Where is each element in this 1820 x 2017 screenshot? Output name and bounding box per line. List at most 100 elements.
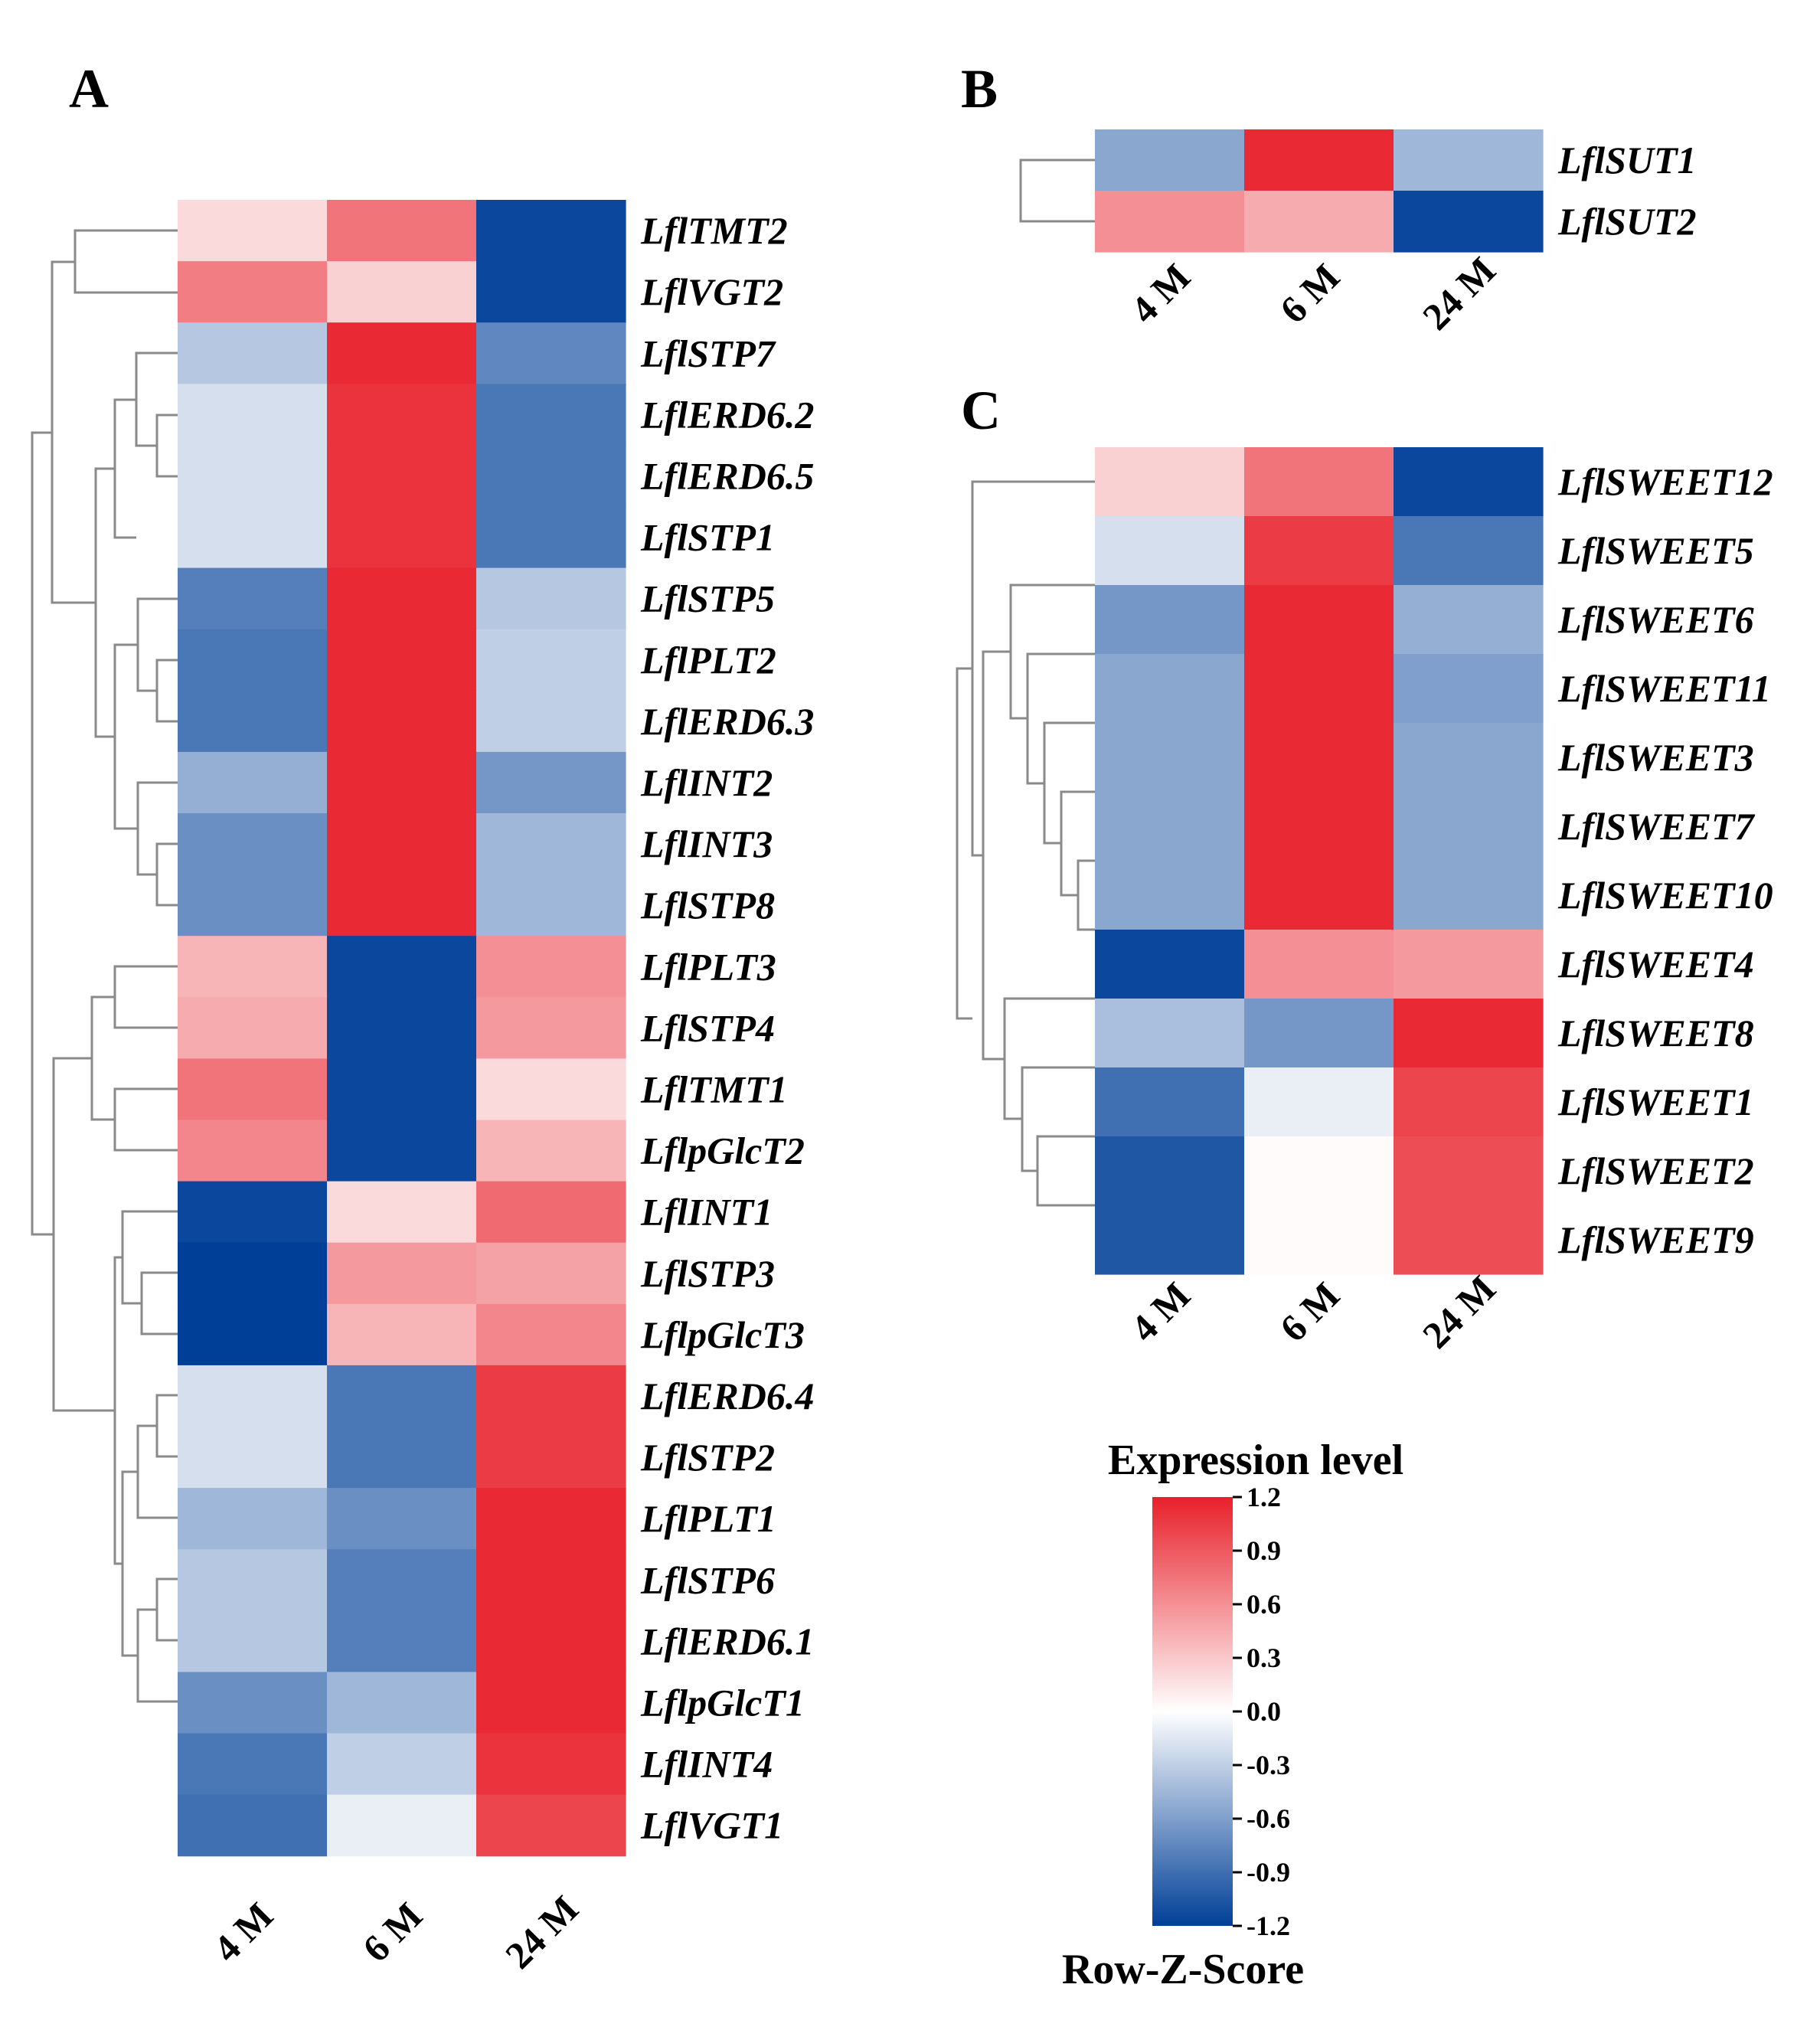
heatmap-cell-a-LflINT2-4M	[178, 751, 328, 814]
panel-b-heatmap: LflSUT1 LflSUT2 4 M 6 M 24 M	[1019, 129, 1697, 338]
heatmap-cell-a-LflINT2-6M	[327, 751, 477, 814]
legend-title: Expression level	[1108, 1437, 1403, 1484]
gene-label-LflpGlcT1: LflpGlcT1	[640, 1681, 805, 1724]
gene-label-LflpGlcT2: LflpGlcT2	[640, 1129, 805, 1172]
gene-label-LflSWEET12: LflSWEET12	[1557, 460, 1773, 503]
heatmap-cell-c-LflSWEET1-4M	[1095, 1067, 1245, 1137]
gene-label-LflSTP1: LflSTP1	[640, 516, 775, 559]
gene-label-LflTMT1: LflTMT1	[640, 1067, 788, 1110]
heatmap-cell-a-LflSTP4-4M	[178, 997, 328, 1059]
heatmap-cell-a-LflINT1-4M	[178, 1181, 328, 1244]
heatmap-cell-a-LflTMT2-24M	[476, 200, 626, 262]
gene-label-LflSUT1: LflSUT1	[1557, 139, 1697, 181]
heatmap-cell-a-LflSTP3-24M	[476, 1242, 626, 1305]
column-label-a-24M: 24 M	[497, 1887, 587, 1976]
heatmap-cell-a-LflERD6.1-6M	[327, 1610, 477, 1672]
legend-subtitle: Row-Z-Score	[1062, 1946, 1304, 1993]
gene-label-LflPLT3: LflPLT3	[640, 945, 776, 988]
heatmap-cell-c-LflSWEET7-4M	[1095, 792, 1245, 861]
heatmap-cell-a-LflPLT1-4M	[178, 1488, 328, 1550]
heatmap-cell-a-LflTMT1-24M	[476, 1058, 626, 1121]
heatmap-cell-c-LflSWEET5-6M	[1244, 516, 1394, 586]
heatmap-cell-a-LflPLT3-6M	[327, 936, 477, 998]
heatmap-cell-a-LflpGlcT1-6M	[327, 1672, 477, 1734]
heatmap-cell-a-LflSTP7-4M	[178, 322, 328, 384]
heatmap-cell-a-LflSTP5-6M	[327, 567, 477, 630]
heatmap-cell-a-LflSTP3-4M	[178, 1242, 328, 1305]
column-label-c-6M: 6 M	[1272, 1273, 1348, 1349]
heatmap-cell-c-LflSWEET1-24M	[1394, 1067, 1544, 1137]
heatmap-cell-a-LflVGT2-24M	[476, 261, 626, 323]
gene-label-LflSWEET8: LflSWEET8	[1557, 1012, 1754, 1054]
heatmap-cell-a-LflSTP2-24M	[476, 1427, 626, 1489]
heatmap-cell-c-LflSWEET9-6M	[1244, 1205, 1394, 1275]
heatmap-cell-a-LflTMT1-4M	[178, 1058, 328, 1121]
column-label-c-24M: 24 M	[1414, 1267, 1504, 1356]
heatmap-cell-c-LflSWEET8-4M	[1095, 999, 1245, 1068]
gene-label-LflVGT2: LflVGT2	[640, 270, 783, 313]
gene-label-LflSWEET9: LflSWEET9	[1557, 1218, 1754, 1261]
heatmap-cell-b-LflSUT2-4M	[1095, 191, 1245, 253]
legend-tick-label: 0.0	[1247, 1696, 1281, 1727]
heatmap-cell-a-LflSTP2-4M	[178, 1427, 328, 1489]
heatmap-cell-c-LflSWEET7-6M	[1244, 792, 1394, 861]
color-legend: Expression level 1.2 0.9 0.6 0.3 0.0 -0.3 -0.6…	[1062, 1437, 1403, 1993]
heatmap-cell-a-LflPLT2-24M	[476, 629, 626, 691]
heatmap-cell-a-LflTMT2-6M	[327, 200, 477, 262]
gene-label-LflINT3: LflINT3	[640, 822, 773, 865]
gene-label-LflPLT2: LflPLT2	[640, 639, 776, 682]
heatmap-cell-a-LflVGT1-24M	[476, 1794, 626, 1857]
heatmap-cell-c-LflSWEET5-24M	[1394, 516, 1544, 586]
heatmap-cell-c-LflSWEET8-24M	[1394, 999, 1544, 1068]
column-label-b-4M: 4 M	[1122, 255, 1198, 331]
heatmap-cell-a-LflSTP5-24M	[476, 567, 626, 630]
heatmap-cell-a-LflPLT3-24M	[476, 936, 626, 998]
heatmap-cell-c-LflSWEET10-24M	[1394, 861, 1544, 930]
heatmap-cell-c-LflSWEET12-6M	[1244, 447, 1394, 517]
panel-label-c: C	[961, 380, 1001, 441]
heatmap-cell-a-LflVGT2-6M	[327, 261, 477, 323]
heatmap-cell-a-LflpGlcT1-24M	[476, 1672, 626, 1734]
heatmap-cell-a-LflINT4-4M	[178, 1733, 328, 1796]
heatmap-cell-c-LflSWEET2-24M	[1394, 1136, 1544, 1206]
gene-label-LflSWEET6: LflSWEET6	[1557, 598, 1754, 641]
gene-label-LflpGlcT3: LflpGlcT3	[640, 1313, 805, 1356]
gene-label-LflINT4: LflINT4	[640, 1743, 773, 1786]
heatmap-cell-a-LflSTP1-6M	[327, 506, 477, 569]
heatmap-cell-a-LflSTP2-6M	[327, 1427, 477, 1489]
gene-label-LflERD6.4: LflERD6.4	[640, 1375, 814, 1417]
gene-label-LflSTP8: LflSTP8	[640, 884, 775, 927]
heatmap-cell-a-LflSTP6-4M	[178, 1549, 328, 1611]
gene-label-LflSWEET7: LflSWEET7	[1557, 805, 1756, 848]
column-label-a-6M: 6 M	[355, 1894, 430, 1970]
heatmap-cell-a-LflERD6.4-6M	[327, 1365, 477, 1427]
heatmap-cell-a-LflSTP5-4M	[178, 567, 328, 630]
column-label-a-4M: 4 M	[205, 1894, 281, 1970]
heatmap-cell-c-LflSWEET10-4M	[1095, 861, 1245, 930]
heatmap-cell-a-LflERD6.5-6M	[327, 445, 477, 508]
heatmap-cell-a-LflSTP7-6M	[327, 322, 477, 384]
legend-tick-label: -0.6	[1247, 1803, 1290, 1834]
panel-b-dendrogram	[1019, 159, 1095, 223]
heatmap-cell-a-LflINT4-6M	[327, 1733, 477, 1796]
heatmap-cell-a-LflTMT2-4M	[178, 200, 328, 262]
heatmap-cell-a-LflSTP1-24M	[476, 506, 626, 569]
heatmap-cell-a-LflTMT1-6M	[327, 1058, 477, 1121]
heatmap-cell-a-LflVGT1-4M	[178, 1794, 328, 1857]
heatmap-cell-a-LflINT3-6M	[327, 813, 477, 875]
heatmap-cell-a-LflpGlcT3-24M	[476, 1303, 626, 1366]
gene-label-LflERD6.1: LflERD6.1	[640, 1620, 814, 1662]
panel-label-a: A	[69, 58, 109, 119]
heatmap-cell-a-LflERD6.3-4M	[178, 690, 328, 753]
heatmap-cell-c-LflSWEET4-4M	[1095, 930, 1245, 999]
gene-label-LflSWEET3: LflSWEET3	[1557, 736, 1754, 779]
heatmap-cell-c-LflSWEET2-4M	[1095, 1136, 1245, 1206]
heatmap-cell-a-LflSTP8-4M	[178, 874, 328, 937]
heatmap-cell-c-LflSWEET11-6M	[1244, 654, 1394, 724]
gene-label-LflSTP5: LflSTP5	[640, 577, 775, 620]
heatmap-cell-c-LflSWEET6-24M	[1394, 585, 1544, 655]
heatmap-cell-a-LflSTP3-6M	[327, 1242, 477, 1305]
heatmap-cell-a-LflpGlcT2-24M	[476, 1120, 626, 1182]
column-label-b-6M: 6 M	[1272, 255, 1348, 331]
